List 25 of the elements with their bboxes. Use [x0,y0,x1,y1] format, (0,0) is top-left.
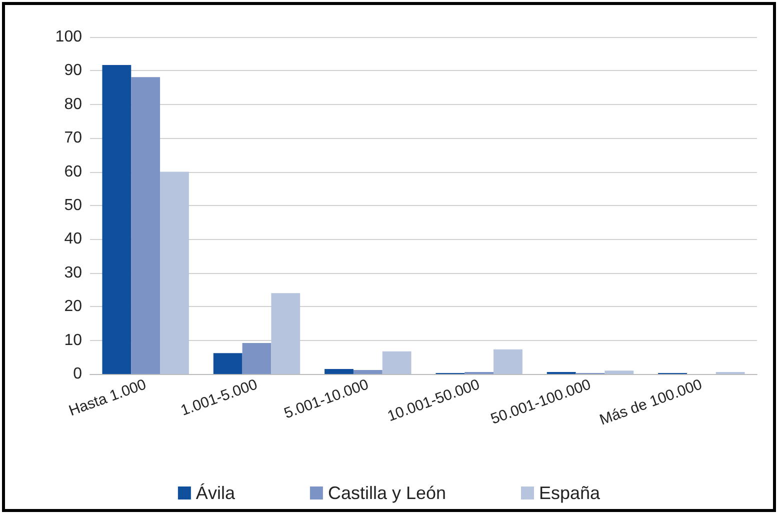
y-tick-label: 70 [64,130,82,147]
y-tick-label: 10 [64,332,82,349]
legend-label: Castilla y León [328,483,446,503]
bar [604,370,634,374]
bar [353,370,382,374]
y-tick-label: 20 [64,298,82,316]
y-tick-label: 60 [64,163,82,180]
y-tick-label: 50 [64,197,82,214]
bar [382,351,412,374]
y-tick-label: 90 [64,62,82,80]
legend-label: Ávila [196,483,236,503]
bar [242,342,272,374]
bar [160,172,189,374]
bar [131,77,160,374]
bar [213,353,242,374]
bar [494,349,522,374]
y-tick-label: 0 [73,366,82,382]
bar [271,293,300,374]
bar [102,64,132,374]
y-tick-label: 80 [64,96,82,113]
legend-label: España [539,483,602,503]
y-tick-label: 40 [64,230,82,248]
y-tick-label: 30 [64,264,82,282]
y-tick-label: 100 [55,28,82,46]
bar [324,368,354,374]
